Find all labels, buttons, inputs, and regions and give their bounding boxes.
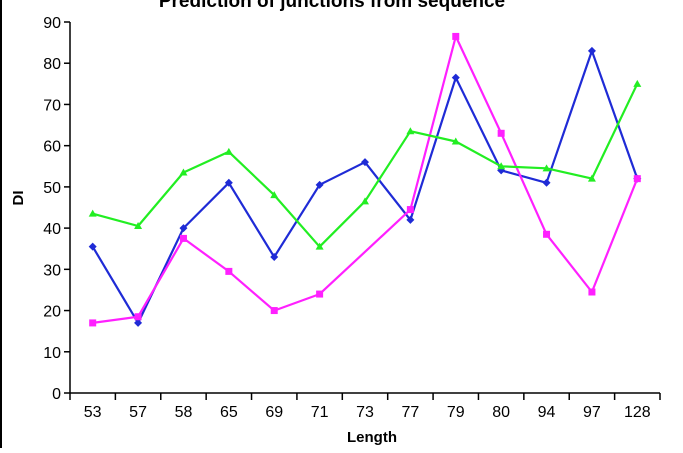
data-point: [88, 209, 97, 217]
data-point: [588, 288, 596, 296]
frame-left-border: [0, 0, 2, 448]
x-tick-label: 69: [265, 404, 283, 421]
x-tick-label: 53: [84, 404, 102, 421]
y-tick-label: 30: [43, 262, 61, 279]
x-tick-label: 77: [401, 404, 419, 421]
data-point: [587, 174, 596, 182]
series-2: [89, 32, 641, 327]
data-point: [179, 224, 188, 233]
y-tick-label: 20: [43, 304, 61, 321]
y-axis-title: DI: [10, 191, 27, 206]
data-point: [452, 32, 460, 40]
chart-title: Prediction of junctions from sequence: [159, 0, 505, 12]
data-point: [316, 290, 324, 298]
data-point: [270, 252, 279, 261]
data-point: [587, 46, 596, 55]
x-axis-title: Length: [347, 429, 397, 446]
data-point: [361, 197, 369, 205]
y-tick-label: 0: [52, 386, 61, 403]
data-point: [542, 164, 551, 172]
x-tick-label: 71: [311, 404, 329, 421]
series-layer: [88, 32, 642, 327]
x-tick-label: 97: [583, 404, 601, 421]
data-point: [315, 180, 324, 189]
data-point: [224, 147, 233, 155]
x-tick-label: 94: [538, 404, 556, 421]
x-tick-label: 128: [624, 404, 651, 421]
data-point: [406, 127, 415, 135]
y-tick-label: 80: [43, 56, 61, 73]
data-point: [633, 79, 642, 87]
data-point: [406, 206, 414, 214]
data-point: [179, 234, 187, 242]
data-point: [88, 242, 97, 251]
data-point: [134, 313, 142, 321]
data-point: [543, 230, 551, 238]
data-point: [451, 137, 460, 145]
y-tick-label: 40: [43, 221, 61, 238]
x-tick-label: 79: [447, 404, 465, 421]
y-tick-label: 10: [43, 345, 61, 362]
data-point: [225, 267, 233, 275]
data-point: [633, 175, 641, 183]
data-point: [451, 73, 460, 82]
axes: 0 10 20 30 40 50 60 70 80 90 53 57 58 65 69 71 73 77 79 80 9…: [43, 15, 661, 421]
data-point: [315, 242, 324, 250]
series-2-line: [92, 35, 639, 324]
data-point: [134, 318, 143, 327]
x-tick-label: 57: [129, 404, 147, 421]
data-point: [270, 307, 278, 315]
data-point: [179, 168, 188, 176]
y-tick-label: 60: [43, 139, 61, 156]
y-tick-label: 70: [43, 97, 61, 114]
y-tick-label: 50: [43, 180, 61, 197]
series-1-line: [91, 49, 639, 324]
x-tick-label: 58: [175, 404, 193, 421]
y-tick-label: 90: [43, 15, 61, 32]
x-tick-label: 80: [492, 404, 510, 421]
data-point: [497, 162, 506, 170]
data-point: [542, 178, 551, 187]
data-point: [270, 191, 279, 199]
series-3: [88, 79, 642, 250]
data-point: [361, 158, 369, 167]
x-tick-label: 65: [220, 404, 238, 421]
data-point: [89, 319, 97, 327]
data-point: [406, 215, 415, 224]
data-point: [224, 178, 233, 187]
x-tick-label: 73: [356, 404, 374, 421]
data-point: [134, 222, 143, 230]
data-point: [497, 129, 505, 137]
